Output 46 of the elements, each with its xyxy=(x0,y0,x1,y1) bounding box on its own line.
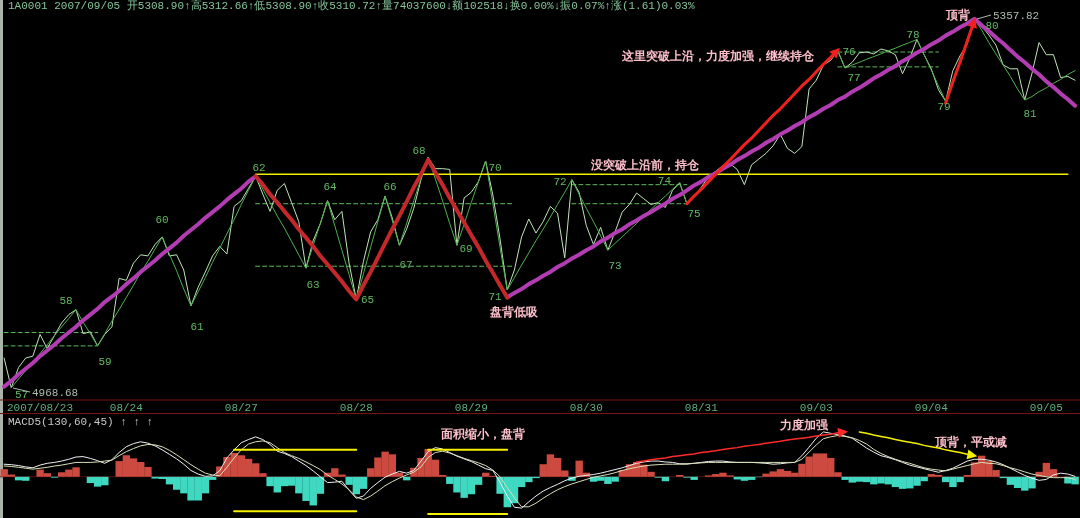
x-tick-label: 08/27 xyxy=(224,402,258,414)
annotation: 63 xyxy=(306,279,320,291)
annotation: 70 xyxy=(488,162,502,174)
annotation: 69 xyxy=(459,243,473,255)
annotation: 77 xyxy=(847,72,861,84)
annotation: 盘背低吸 xyxy=(489,305,539,319)
annotation: 68 xyxy=(412,145,426,157)
x-tick-label: 09/05 xyxy=(1029,402,1063,414)
annotation: 64 xyxy=(323,181,337,193)
annotation: 73 xyxy=(608,260,622,272)
x-tick-label: 2007/08/23 xyxy=(6,402,74,414)
annotation: 78 xyxy=(906,29,920,41)
annotation: 74 xyxy=(657,175,672,187)
annotation: 66 xyxy=(383,181,397,193)
annotation: 力度加强 xyxy=(779,418,829,432)
chart-title: MACD5(130,60,45) ↑ ↑ ↑ xyxy=(8,416,154,428)
annotation: 57 xyxy=(15,389,29,401)
annotation: 75 xyxy=(687,208,701,220)
chart-title: 1A0001 2007/09/05 开5308.90↑高5312.66↑低5308.90↑收5310.72↑量74037600↓额102518↓换0.00%↓振0.07%↑涨(1.61)0.03% xyxy=(8,0,695,12)
annotation: 62 xyxy=(252,162,266,174)
annotation: 72 xyxy=(553,176,567,188)
annotation: 71 xyxy=(488,291,502,303)
x-tick-label: 08/24 xyxy=(109,402,144,414)
x-tick-label: 08/30 xyxy=(569,402,603,414)
x-tick-label: 08/28 xyxy=(339,402,373,414)
annotation: 4968.68 xyxy=(32,387,79,399)
annotation: 67 xyxy=(399,259,413,271)
annotation: 顶背，平或减 xyxy=(934,435,1007,449)
annotation: 61 xyxy=(190,321,204,333)
annotation: 65 xyxy=(361,294,375,306)
x-tick-label: 09/03 xyxy=(799,402,833,414)
annotation: 58 xyxy=(59,295,73,307)
annotation: 79 xyxy=(937,101,951,113)
annotation: 面积缩小，盘背 xyxy=(440,427,526,441)
annotation: 这里突破上沿，力度加强，继续持仓 xyxy=(621,49,815,63)
annotation: 顶背 xyxy=(945,8,971,22)
x-tick-label: 08/31 xyxy=(684,402,719,414)
x-tick-label: 08/29 xyxy=(454,402,488,414)
annotation: 59 xyxy=(98,356,112,368)
annotation: 76 xyxy=(842,46,856,58)
annotation: 80 xyxy=(985,20,999,32)
annotation: 81 xyxy=(1023,108,1037,120)
annotation: 没突破上沿前，持仓 xyxy=(590,158,700,172)
x-tick-label: 09/04 xyxy=(914,402,949,414)
annotation: 60 xyxy=(155,214,169,226)
annotation: 5357.82 xyxy=(993,10,1040,22)
